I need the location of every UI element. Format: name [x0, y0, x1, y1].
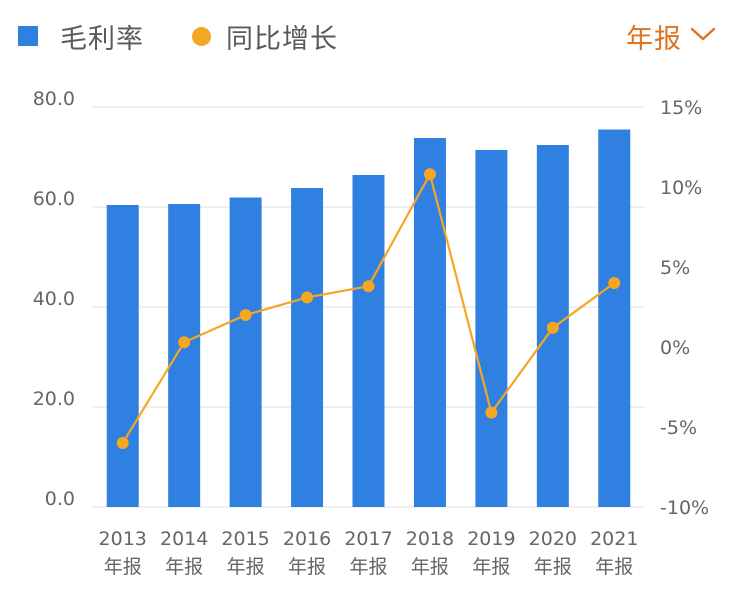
bar: [229, 197, 262, 507]
legend-item-yoy-growth[interactable]: 同比增长: [192, 17, 338, 56]
x-tick-label: 2013: [99, 528, 147, 550]
y-right-tick-label: -10%: [660, 497, 709, 519]
x-tick-label: 年报: [288, 556, 326, 578]
x-tick-label: 年报: [165, 556, 203, 578]
y-right-tick-label: 0%: [660, 337, 690, 359]
x-tick-label: 年报: [472, 556, 510, 578]
y-left-tick-label: 20.0: [33, 388, 75, 410]
bar: [168, 204, 201, 507]
x-tick-label: 2018: [406, 528, 454, 550]
x-tick-label: 年报: [534, 556, 572, 578]
x-tick-label: 2016: [283, 528, 331, 550]
growth-point: [301, 291, 314, 304]
x-tick-label: 2020: [529, 528, 577, 550]
x-tick-label: 2014: [160, 528, 208, 550]
x-tick-label: 2019: [467, 528, 515, 550]
y-right-tick-label: 5%: [660, 257, 690, 279]
legend-label-yoy-growth: 同比增长: [226, 23, 338, 55]
bar: [291, 188, 324, 507]
y-right-tick-label: 15%: [660, 97, 702, 119]
growth-point: [239, 309, 252, 321]
chevron-down-icon: [690, 26, 716, 46]
x-tick-label: 2021: [590, 528, 638, 550]
y-left-tick-label: 0.0: [45, 488, 75, 510]
growth-point: [362, 280, 375, 293]
legend-label-gross-margin: 毛利率: [60, 23, 144, 55]
y-right-tick-label: 10%: [660, 177, 702, 199]
growth-point: [116, 437, 129, 449]
x-tick-label: 2015: [221, 528, 269, 550]
chart-legend: 毛利率 同比增长: [18, 14, 386, 58]
x-tick-label: 年报: [349, 556, 387, 578]
bar: [598, 129, 631, 507]
growth-point: [178, 336, 191, 349]
bar: [106, 205, 139, 507]
bar: [352, 175, 385, 507]
growth-point: [608, 277, 621, 289]
legend-item-gross-margin[interactable]: 毛利率: [18, 17, 144, 56]
report-period-dropdown[interactable]: 年报: [626, 14, 716, 58]
growth-point: [423, 168, 436, 181]
report-period-label: 年报: [626, 23, 682, 55]
y-right-tick-label: -5%: [660, 417, 697, 439]
dot-icon: [192, 26, 211, 46]
square-icon: [18, 26, 38, 46]
x-tick-label: 2017: [344, 528, 392, 550]
x-tick-label: 年报: [411, 556, 449, 578]
y-left-tick-label: 40.0: [33, 288, 75, 310]
bar: [413, 138, 446, 507]
y-left-tick-label: 60.0: [33, 188, 75, 210]
x-tick-label: 年报: [595, 556, 633, 578]
growth-point: [546, 321, 559, 334]
x-tick-label: 年报: [227, 556, 265, 578]
growth-point: [485, 406, 498, 419]
x-tick-label: 年报: [104, 556, 142, 578]
y-left-tick-label: 80.0: [33, 88, 75, 110]
bar: [475, 150, 508, 507]
